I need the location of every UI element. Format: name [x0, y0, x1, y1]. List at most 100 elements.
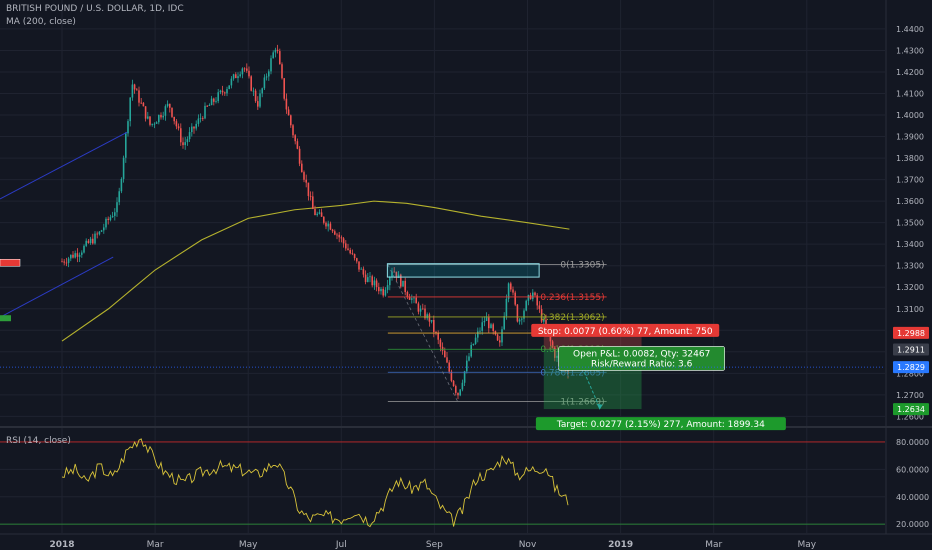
candle-body: [461, 382, 464, 390]
candle-body: [142, 102, 145, 107]
candle-body: [250, 76, 252, 91]
candle-body: [516, 304, 519, 322]
candle-body: [514, 292, 516, 305]
candle-body: [188, 132, 191, 140]
candle-body: [470, 345, 472, 357]
candle-body: [239, 74, 241, 77]
candle-body: [177, 126, 180, 129]
candle-body: [303, 172, 305, 180]
candle-body: [384, 289, 387, 296]
x-tick-label: Jul: [335, 540, 347, 550]
candle-body: [276, 49, 279, 52]
drawing-overlays[interactable]: 0(1.3305)0.236(1.3155)0.382(1.3062)0.5(1…: [0, 131, 885, 431]
rsi-legend[interactable]: RSI (14, close): [6, 436, 71, 446]
pnl-label: Open P&L: 0.0082, Qty: 32467: [573, 349, 710, 359]
candle-body: [171, 107, 173, 117]
candle-body: [243, 68, 246, 70]
candle-body: [408, 296, 411, 300]
left-marker-green[interactable]: [0, 315, 11, 322]
candle-body: [140, 102, 142, 104]
candle-body: [351, 253, 354, 255]
candle-body: [417, 303, 420, 312]
candle-body: [334, 231, 336, 235]
candle-body: [419, 308, 422, 312]
candle-body: [204, 105, 206, 119]
trend-line[interactable]: [0, 131, 128, 200]
candle-body: [166, 103, 169, 107]
candle-body: [314, 209, 316, 216]
y-tick-label: 1.3200: [896, 283, 924, 292]
candle-body: [468, 356, 470, 361]
candle-body: [345, 243, 347, 249]
candle-body: [184, 142, 186, 146]
candle-body: [111, 215, 114, 218]
left-marker-red[interactable]: [0, 258, 21, 267]
candle-body: [551, 341, 554, 348]
target-label-box[interactable]: [535, 417, 786, 431]
candle-body: [400, 274, 402, 287]
ma-200-line: [61, 200, 570, 342]
stop-label-box[interactable]: [531, 323, 720, 337]
candle-body: [109, 217, 112, 220]
candle-body: [76, 253, 79, 257]
candle-body: [301, 163, 303, 173]
candle-body: [228, 85, 230, 89]
y-tick-label: 1.4400: [896, 25, 924, 34]
candle-body: [235, 74, 237, 79]
candle-body: [87, 240, 90, 243]
candle-body: [404, 280, 406, 293]
candle-body: [246, 68, 248, 71]
candle-body: [488, 317, 490, 329]
candle-body: [290, 115, 292, 126]
y-tick-label: 1.3900: [896, 133, 924, 142]
candle-body: [131, 84, 134, 98]
candle-body: [232, 74, 235, 79]
x-tick-label: May: [797, 540, 816, 550]
candle-body: [155, 122, 158, 124]
trend-line[interactable]: [0, 256, 114, 318]
candle-body: [347, 248, 349, 251]
candle-body: [316, 213, 318, 216]
candle-body: [406, 292, 409, 297]
candle-body: [85, 240, 87, 246]
price-tag-stop: [893, 326, 929, 339]
candle-body: [375, 280, 378, 288]
axis-labels: 1.4400 1.4300 1.4200 1.4100 1.4000 1.3900 1.38…: [49, 25, 929, 550]
candle-body: [292, 125, 294, 136]
stop-zone[interactable]: [543, 332, 642, 350]
candle-body: [534, 292, 536, 296]
candle-body: [116, 202, 118, 213]
candle-body: [78, 254, 81, 257]
candle-body: [415, 297, 417, 304]
resistance-zone[interactable]: [386, 263, 540, 278]
candle-body: [94, 233, 96, 244]
candle-body: [98, 231, 101, 235]
candle-body: [554, 347, 556, 358]
grid-lines: [0, 0, 885, 533]
candle-body: [479, 330, 481, 332]
candle-body: [63, 261, 65, 263]
pnl-label-box[interactable]: [558, 346, 725, 371]
candle-body: [125, 133, 127, 158]
candle-body: [395, 271, 398, 279]
candle-body: [358, 261, 360, 270]
x-tick-label: 2018: [49, 540, 74, 550]
candle-body: [481, 322, 483, 331]
candle-body: [107, 218, 109, 220]
candle-body: [114, 212, 116, 216]
candle-body: [226, 88, 228, 94]
candle-body: [325, 222, 327, 227]
y-tick-label: 1.3700: [896, 176, 924, 185]
candle-body: [164, 106, 167, 116]
candle-body: [279, 51, 281, 65]
candle-body: [441, 346, 444, 351]
candle-body: [312, 196, 314, 210]
fib-trend-dashed[interactable]: [387, 264, 459, 402]
candle-body: [173, 116, 175, 122]
ma-legend[interactable]: MA (200, close): [6, 17, 76, 27]
candle-body: [237, 76, 239, 79]
price-tag-entry: [893, 343, 929, 356]
candle-body: [503, 316, 505, 330]
candle-body: [96, 233, 98, 235]
